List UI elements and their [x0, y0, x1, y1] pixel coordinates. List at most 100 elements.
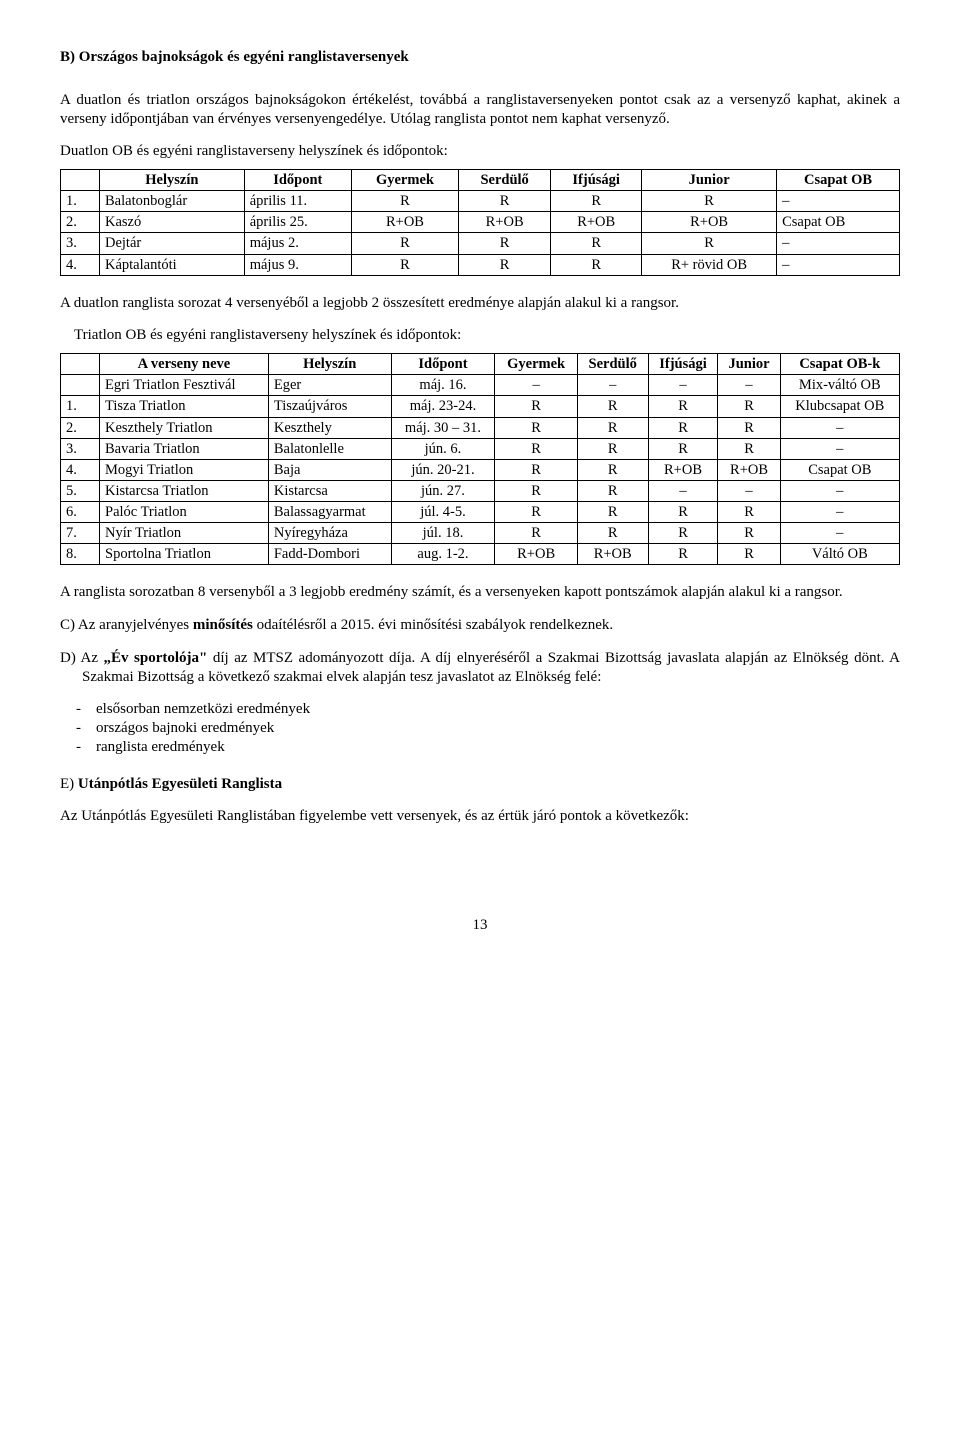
table-cell: R [648, 502, 718, 523]
table-cell: Balatonlelle [268, 438, 391, 459]
duatlon-after: A duatlon ranglista sorozat 4 versenyébő… [60, 294, 900, 313]
table-triatlon: A verseny neve Helyszín Időpont Gyermek … [60, 353, 900, 565]
table-cell: Mix-váltó OB [780, 375, 899, 396]
table-cell: Káptalantóti [100, 254, 245, 275]
table-cell: 6. [61, 502, 100, 523]
table-cell: R [495, 480, 577, 501]
table-row: 8.Sportolna TriatlonFadd-Domboriaug. 1-2… [61, 544, 900, 565]
table-cell: Nyíregyháza [268, 523, 391, 544]
table-cell: – [648, 480, 718, 501]
e-bold: Utánpótlás Egyesületi Ranglista [78, 776, 282, 792]
table-cell: Csapat OB [780, 459, 899, 480]
table-row: 2.Kaszóáprilis 25.R+OBR+OBR+OBR+OBCsapat… [61, 212, 900, 233]
table-cell: R [718, 396, 780, 417]
table-cell: – [577, 375, 648, 396]
table-cell: 3. [61, 233, 100, 254]
table-cell [61, 375, 100, 396]
table-cell: R+OB [577, 544, 648, 565]
table-cell: R [351, 233, 458, 254]
table-cell: – [648, 375, 718, 396]
table-cell: R [577, 459, 648, 480]
e-pre: E) [60, 776, 78, 792]
table-cell: R [718, 502, 780, 523]
table-cell: máj. 30 – 31. [391, 417, 495, 438]
table-cell: R [577, 396, 648, 417]
table-cell: Dejtár [100, 233, 245, 254]
table-cell: R [577, 438, 648, 459]
th-ifjusagi: Ifjúsági [648, 354, 718, 375]
table-cell: R [577, 523, 648, 544]
table-cell: Balassagyarmat [268, 502, 391, 523]
paragraph-intro: A duatlon és triatlon országos bajnokság… [60, 91, 900, 129]
table-cell: – [718, 480, 780, 501]
table-cell: – [777, 233, 900, 254]
table-cell: R [718, 544, 780, 565]
table-cell: Tisza Triatlon [100, 396, 269, 417]
table-cell: R [642, 191, 777, 212]
table-cell: – [495, 375, 577, 396]
table-cell: 8. [61, 544, 100, 565]
table-cell: – [777, 254, 900, 275]
th-gyermek: Gyermek [495, 354, 577, 375]
table-cell: R [495, 459, 577, 480]
section-b-heading: B) Országos bajnokságok és egyéni rangli… [60, 48, 900, 67]
table-cell: Kistarcsa [268, 480, 391, 501]
section-c: C) Az aranyjelvényes minősítés odaítélés… [60, 616, 900, 635]
table-cell: Fadd-Dombori [268, 544, 391, 565]
table-cell: Egri Triatlon Fesztivál [100, 375, 269, 396]
table-cell: Bavaria Triatlon [100, 438, 269, 459]
list-item: ranglista eredmények [96, 738, 900, 757]
th-serdulo: Serdülő [577, 354, 648, 375]
d-bold: „Év sportolója" [104, 650, 208, 666]
table-row: 2.Keszthely TriatlonKeszthelymáj. 30 – 3… [61, 417, 900, 438]
table-row: 3.Bavaria TriatlonBalatonlellejún. 6.RRR… [61, 438, 900, 459]
table-cell: R [718, 438, 780, 459]
table-cell: – [780, 523, 899, 544]
table-cell: R [577, 417, 648, 438]
table-cell: Palóc Triatlon [100, 502, 269, 523]
table-cell: 3. [61, 438, 100, 459]
table-cell: április 25. [244, 212, 351, 233]
table-cell: aug. 1-2. [391, 544, 495, 565]
table-cell: 1. [61, 191, 100, 212]
table-cell: júl. 18. [391, 523, 495, 544]
list-item: elsősorban nemzetközi eredmények [96, 700, 900, 719]
table-cell: R+OB [718, 459, 780, 480]
table-cell: R [648, 544, 718, 565]
page-number: 13 [60, 916, 900, 935]
table-cell: R+OB [495, 544, 577, 565]
table-header-row: A verseny neve Helyszín Időpont Gyermek … [61, 354, 900, 375]
table-cell: R [495, 396, 577, 417]
section-e-heading: E) Utánpótlás Egyesületi Ranglista [60, 775, 900, 794]
table-cell: R [648, 417, 718, 438]
table-cell: 2. [61, 212, 100, 233]
table-cell: R [495, 523, 577, 544]
table-cell: R [648, 438, 718, 459]
table-cell: R [718, 523, 780, 544]
triatlon-intro: Triatlon OB és egyéni ranglistaverseny h… [60, 326, 900, 345]
table-cell: R [495, 502, 577, 523]
table-cell: – [718, 375, 780, 396]
table-cell: – [780, 438, 899, 459]
table-cell: R [459, 191, 551, 212]
table-cell: jún. 27. [391, 480, 495, 501]
table-row: 3.Dejtármájus 2.RRRR– [61, 233, 900, 254]
table-cell: 4. [61, 254, 100, 275]
list-item: országos bajnoki eredmények [96, 719, 900, 738]
table-cell: Kaszó [100, 212, 245, 233]
triatlon-after: A ranglista sorozatban 8 versenyből a 3 … [60, 583, 900, 602]
table-cell: Balatonboglár [100, 191, 245, 212]
table-cell: 2. [61, 417, 100, 438]
th-helyszin: Helyszín [100, 170, 245, 191]
th-idopont: Időpont [391, 354, 495, 375]
table-cell: R+OB [551, 212, 642, 233]
table-cell: R [577, 502, 648, 523]
th-helyszin: Helyszín [268, 354, 391, 375]
table-cell: R [551, 191, 642, 212]
table-row: Egri Triatlon FesztiválEgermáj. 16.––––M… [61, 375, 900, 396]
table-cell: R [551, 254, 642, 275]
table-row: 5.Kistarcsa TriatlonKistarcsajún. 27.RR–… [61, 480, 900, 501]
th-junior: Junior [718, 354, 780, 375]
table-cell: – [777, 191, 900, 212]
section-d: D) Az „Év sportolója" díj az MTSZ adomán… [60, 649, 900, 687]
